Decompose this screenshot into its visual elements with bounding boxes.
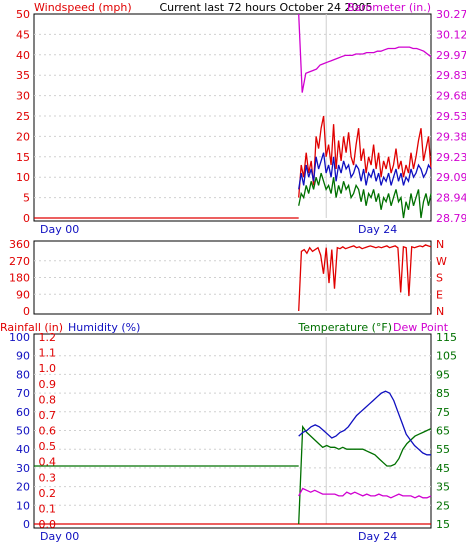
direction-plot-frame [33, 240, 432, 315]
climate-rain-tick-12: 1.2 [39, 331, 57, 344]
direction-right-tick-1: E [436, 288, 443, 301]
wind-right-tick-2: 29.09 [436, 171, 466, 184]
direction-left-tick-1: 90 [16, 288, 30, 301]
wind-left-label: Windspeed (mph) [34, 1, 132, 14]
wind-left-tick-7: 35 [16, 69, 30, 82]
wind-right-tick-9: 30.12 [436, 28, 466, 41]
climate-temp-tick-0: 15 [436, 518, 450, 531]
climate-humidity-tick-2: 20 [16, 481, 30, 494]
climate-rain-tick-5: 0.5 [39, 440, 57, 453]
direction-left-tick-4: 360 [9, 238, 30, 251]
climate-rain-tick-8: 0.8 [39, 393, 57, 406]
climate-rain-tick-4: 0.4 [39, 456, 57, 469]
climate-temp-tick-2: 35 [436, 481, 450, 494]
wind-left-tick-9: 45 [16, 28, 30, 41]
direction-left-tick-0: 0 [23, 305, 30, 318]
wind-right-tick-10: 30.27 [436, 8, 466, 21]
wind-left-tick-8: 40 [16, 49, 30, 62]
climate-temp-tick-8: 95 [436, 368, 450, 381]
climate-rain-tick-10: 1.0 [39, 362, 57, 375]
wind-left-tick-2: 10 [16, 171, 30, 184]
wind-left-tick-1: 5 [23, 192, 30, 205]
dewpoint-label: Dew Point [393, 321, 449, 334]
climate-humidity-tick-7: 70 [16, 387, 30, 400]
wind-right-tick-3: 29.23 [436, 151, 466, 164]
climate-temperature-line-segment-1 [298, 424, 432, 525]
climate-temp-tick-10: 115 [436, 331, 457, 344]
wind-right-label: Barometer (in.) [347, 1, 431, 14]
climate-rain-tick-11: 1.1 [39, 347, 57, 360]
direction-right-tick-3: W [436, 255, 447, 268]
direction-left-tick-2: 180 [9, 272, 30, 285]
climate-x-label-day00: Day 00 [40, 530, 79, 543]
direction-right-tick-2: S [436, 272, 443, 285]
wind-left-tick-4: 20 [16, 130, 30, 143]
climate-temp-tick-1: 25 [436, 499, 450, 512]
wind-plot-frame [33, 13, 432, 222]
wind-x-label-day24: Day 24 [358, 223, 397, 236]
wind-left-tick-10: 50 [16, 8, 30, 21]
wind-x-label-day00: Day 00 [40, 223, 79, 236]
climate-rain-tick-3: 0.3 [39, 471, 57, 484]
climate-humidity-tick-5: 50 [16, 425, 30, 438]
wind-right-tick-0: 28.79 [436, 212, 466, 225]
climate-temp-tick-7: 85 [436, 387, 450, 400]
wind-gust-line-segment-0 [298, 152, 432, 190]
wind-right-tick-1: 28.94 [436, 192, 466, 205]
wind-right-tick-8: 29.97 [436, 49, 466, 62]
climate-rain-tick-6: 0.6 [39, 425, 57, 438]
climate-humidity-tick-9: 90 [16, 350, 30, 363]
wind-left-tick-5: 25 [16, 110, 30, 123]
wind-baro-line-segment-0 [298, 13, 432, 93]
direction-right-tick-0: N [436, 305, 444, 318]
rainfall-label: Rainfall (in) [0, 321, 63, 334]
direction-left-tick-3: 270 [9, 255, 30, 268]
climate-rain-tick-2: 0.2 [39, 487, 57, 500]
wind-right-tick-6: 29.68 [436, 90, 466, 103]
wind-left-tick-3: 15 [16, 151, 30, 164]
climate-humidity-tick-0: 0 [23, 518, 30, 531]
climate-dewpoint-line-segment-0 [298, 487, 432, 499]
wind-right-tick-4: 29.38 [436, 130, 466, 143]
humidity-label: Humidity (%) [68, 321, 140, 334]
temperature-label: Temperature (°F) [297, 321, 392, 334]
direction-direction-line-segment-0 [298, 244, 432, 312]
climate-rain-tick-1: 0.1 [39, 502, 57, 515]
wind-speed-line-segment-1 [298, 115, 432, 198]
wind-right-tick-5: 29.53 [436, 110, 466, 123]
climate-temp-tick-6: 75 [436, 406, 450, 419]
climate-plot-frame [33, 333, 432, 529]
wind-right-tick-7: 29.83 [436, 69, 466, 82]
climate-x-label-day24: Day 24 [358, 530, 397, 543]
climate-humidity-tick-6: 60 [16, 406, 30, 419]
climate-humidity-tick-4: 40 [16, 443, 30, 456]
climate-temp-tick-3: 45 [436, 462, 450, 475]
chart-title: Current last 72 hours October 24 2005 [159, 1, 372, 14]
climate-rain-tick-7: 0.7 [39, 409, 57, 422]
climate-humidity-tick-1: 10 [16, 499, 30, 512]
wind-left-tick-6: 30 [16, 90, 30, 103]
wind-avg-line-segment-0 [298, 172, 432, 219]
climate-rain-tick-9: 0.9 [39, 378, 57, 391]
climate-temp-tick-9: 105 [436, 350, 457, 363]
wind-left-tick-0: 0 [23, 212, 30, 225]
climate-humidity-tick-10: 100 [9, 331, 30, 344]
direction-right-tick-4: N [436, 238, 444, 251]
climate-temp-tick-4: 55 [436, 443, 450, 456]
climate-humidity-tick-3: 30 [16, 462, 30, 475]
climate-temp-tick-5: 65 [436, 425, 450, 438]
climate-humidity-tick-8: 80 [16, 368, 30, 381]
climate-humidity-line-segment-0 [298, 390, 431, 456]
